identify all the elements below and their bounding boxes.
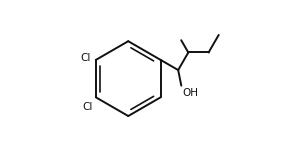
Text: Cl: Cl (80, 53, 90, 63)
Text: Cl: Cl (82, 102, 93, 112)
Text: OH: OH (183, 88, 199, 98)
